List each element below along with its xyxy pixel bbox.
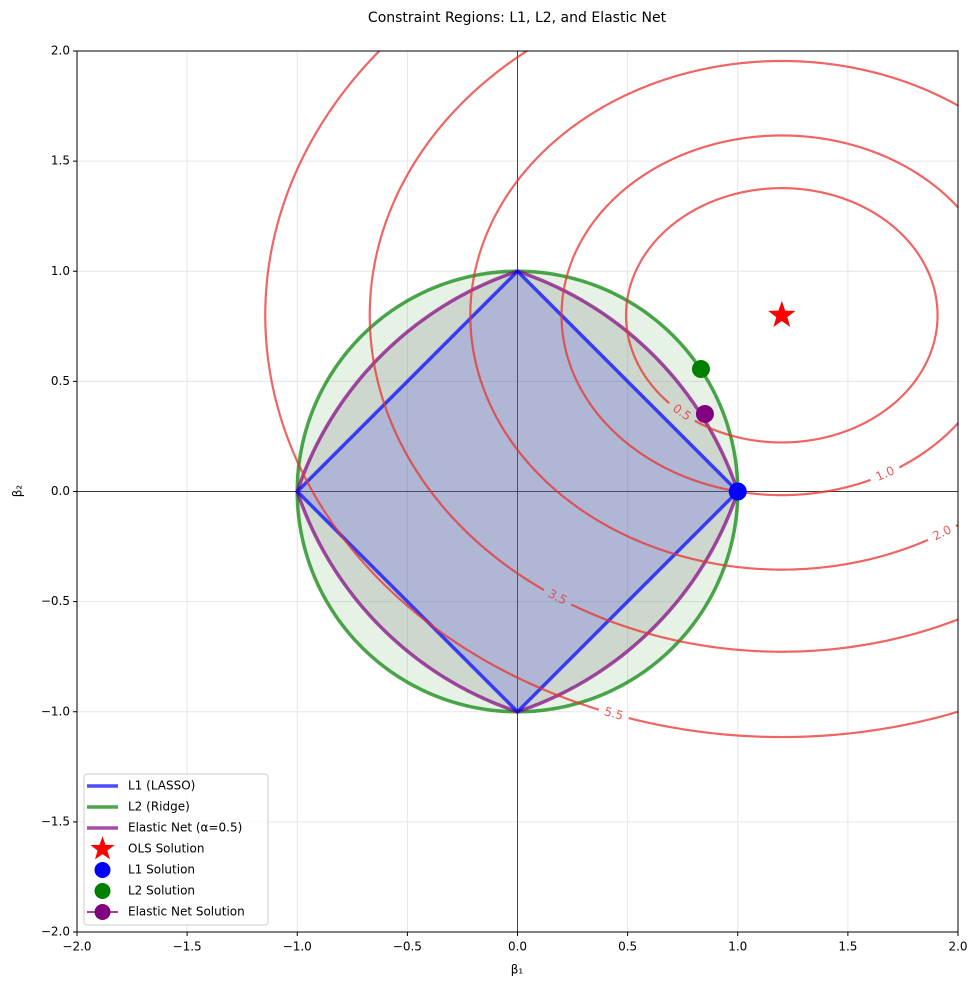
legend-label: L2 Solution bbox=[128, 884, 195, 898]
contour-line bbox=[624, 187, 939, 444]
legend-box bbox=[83, 773, 269, 926]
legend-label: L2 (Ridge) bbox=[128, 800, 190, 814]
x-tick-label: −2.0 bbox=[62, 940, 91, 954]
point-marker bbox=[728, 482, 747, 501]
x-tick-label: 1.0 bbox=[728, 940, 747, 954]
x-tick-label: −1.0 bbox=[283, 940, 312, 954]
y-tick-label: 0.0 bbox=[51, 484, 70, 498]
x-tick-label: 1.5 bbox=[838, 940, 857, 954]
y-axis-label: β₂ bbox=[11, 485, 25, 498]
y-tick-label: 2.0 bbox=[51, 44, 70, 58]
contour-label: 2.0 bbox=[930, 522, 953, 543]
plot-area: 0.51.02.03.55.5 bbox=[77, 51, 958, 932]
point-marker bbox=[691, 360, 710, 379]
legend-label: L1 Solution bbox=[128, 863, 195, 877]
region-boundary bbox=[294, 268, 741, 715]
y-tick-label: −1.5 bbox=[41, 814, 70, 828]
legend-label: L1 (LASSO) bbox=[128, 779, 195, 793]
x-tick-label: 0.5 bbox=[618, 940, 637, 954]
contour-line bbox=[469, 59, 958, 571]
x-tick-label: −1.5 bbox=[173, 940, 202, 954]
y-tick-label: −1.0 bbox=[41, 704, 70, 718]
y-tick-label: 1.0 bbox=[51, 264, 70, 278]
point-marker bbox=[90, 836, 115, 860]
contour-label: 1.0 bbox=[873, 463, 896, 483]
point-marker bbox=[695, 404, 714, 423]
x-tick-label: −0.5 bbox=[393, 940, 422, 954]
chart-title: Constraint Regions: L1, L2, and Elastic … bbox=[368, 10, 667, 26]
point-marker bbox=[94, 883, 111, 899]
contour-line bbox=[368, 51, 958, 653]
contour-line bbox=[264, 51, 958, 739]
x-tick-label: 2.0 bbox=[948, 940, 967, 954]
x-tick-label: 0.0 bbox=[508, 940, 527, 954]
contour-line bbox=[560, 134, 958, 497]
y-tick-label: −2.0 bbox=[41, 925, 70, 939]
point-marker bbox=[94, 862, 111, 878]
y-tick-label: 0.5 bbox=[51, 374, 70, 388]
legend-label: OLS Solution bbox=[128, 842, 204, 856]
contour-label: 5.5 bbox=[603, 704, 625, 723]
legend: L1 (LASSO) L2 (Ridge) Elastic Net (α=0.5) O… bbox=[83, 773, 269, 926]
legend-label: Elastic Net (α=0.5) bbox=[128, 821, 242, 835]
legend-label: Elastic Net Solution bbox=[128, 905, 245, 919]
point-marker bbox=[768, 300, 796, 327]
x-axis-label: β₁ bbox=[511, 963, 524, 977]
point-marker bbox=[94, 904, 111, 920]
y-tick-label: −0.5 bbox=[41, 594, 70, 608]
y-tick-label: 1.5 bbox=[51, 154, 70, 168]
